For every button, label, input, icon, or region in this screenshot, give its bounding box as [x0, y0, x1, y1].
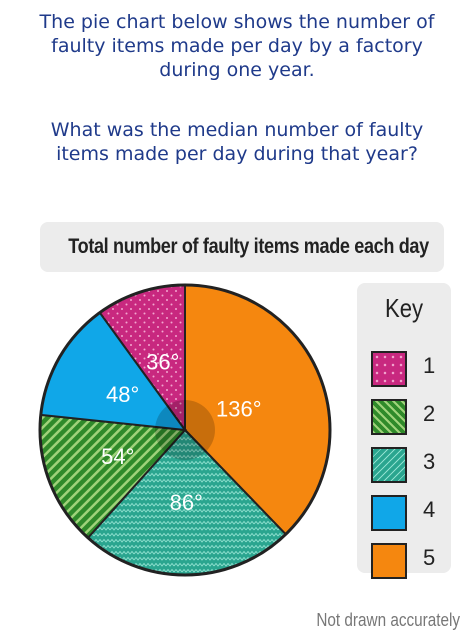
slice-angle-label-key-1: 36° — [146, 350, 179, 375]
slice-angle-label-key-4: 48° — [106, 382, 139, 407]
pie-center-shade — [155, 400, 215, 460]
legend-item-1: 1 — [371, 351, 443, 387]
footnote: Not drawn accurately — [316, 610, 460, 630]
question-prompt: What was the median number of faulty ite… — [0, 118, 474, 166]
legend-item-2: 2 — [371, 399, 443, 435]
legend-title: Key — [384, 293, 424, 323]
legend-item-3: 3 — [371, 447, 443, 483]
legend-swatch-3 — [371, 447, 407, 483]
legend-label-5: 5 — [423, 545, 436, 570]
slice-angle-label-key-3: 86° — [170, 490, 203, 515]
legend-label-2: 2 — [423, 401, 436, 426]
chart-title-box: Total number of faulty items made each d… — [40, 222, 444, 272]
question-line-2: faulty items made per day by a factory — [51, 35, 423, 57]
chart-title: Total number of faulty items made each d… — [68, 235, 429, 258]
question-line-5: items made per day during that year? — [56, 143, 418, 165]
legend-swatch-4 — [371, 495, 407, 531]
legend-swatch-1 — [371, 351, 407, 387]
pie-chart: 36° 136° 86° 54° 48° — [38, 283, 332, 577]
legend: Key 1 2 3 4 5 — [357, 283, 451, 579]
question-line-1: The pie chart below shows the number of — [39, 11, 435, 33]
legend-item-5: 5 — [371, 543, 443, 579]
legend-swatch-5 — [371, 543, 407, 579]
legend-label-4: 4 — [423, 497, 436, 522]
question-line-4: What was the median number of faulty — [50, 119, 424, 141]
slice-angle-label-key-5: 136° — [216, 396, 262, 421]
legend-label-3: 3 — [423, 449, 436, 474]
legend-label-1: 1 — [423, 353, 436, 378]
legend-item-4: 4 — [371, 495, 443, 531]
pie-outline — [38, 283, 332, 577]
slice-angle-label-key-2: 54° — [101, 444, 134, 469]
question-line-3: during one year. — [159, 59, 315, 81]
legend-swatch-2 — [371, 399, 407, 435]
question-intro: The pie chart below shows the number of … — [0, 10, 474, 82]
